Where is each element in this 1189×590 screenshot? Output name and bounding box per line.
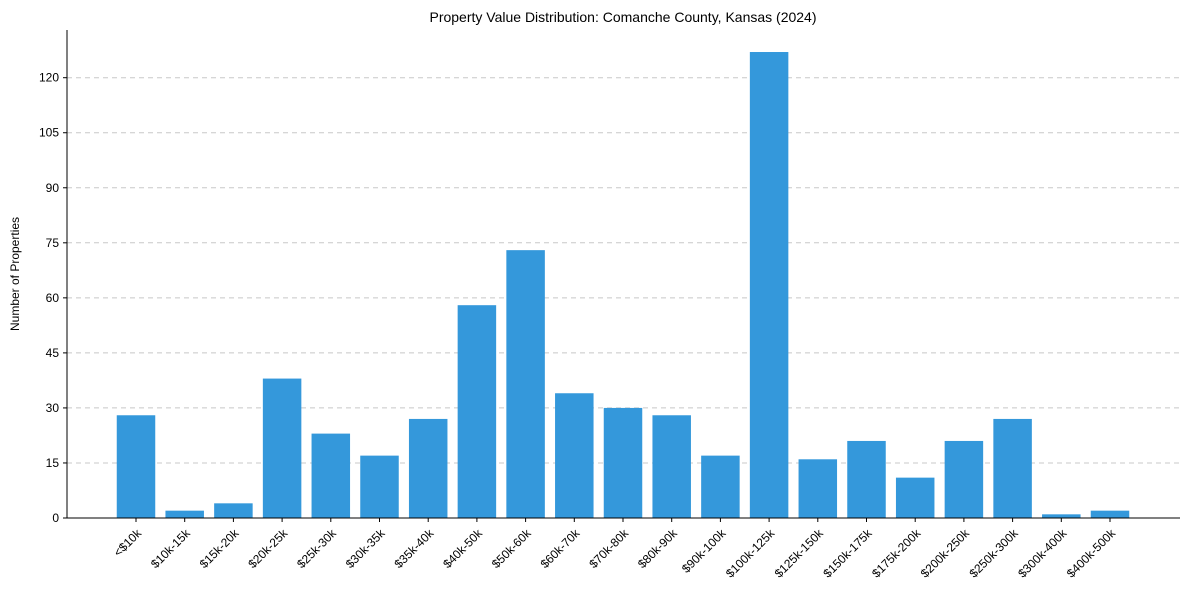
x-tick-label: $250k-300k xyxy=(966,526,1021,581)
bar xyxy=(360,455,399,518)
bar xyxy=(749,52,789,518)
x-tick-label: $175k-200k xyxy=(869,526,924,581)
y-tick-label: 105 xyxy=(39,126,59,140)
x-tick-label: $50k-60k xyxy=(489,526,535,572)
bar xyxy=(408,418,448,518)
x-tick-label: $30k-35k xyxy=(343,526,389,572)
y-ticks: 0 15 30 45 60 75 90 105 120 xyxy=(39,71,67,525)
y-tick-label: 120 xyxy=(39,71,59,85)
bar xyxy=(262,378,302,518)
x-tick-label: <$10k xyxy=(111,526,145,560)
y-axis-label: Number of Properties xyxy=(8,217,22,331)
x-tick-label: $200k-250k xyxy=(918,526,973,581)
x-tick-label: $80k-90k xyxy=(635,526,681,572)
bar xyxy=(993,418,1032,518)
y-tick-label: 0 xyxy=(52,511,59,525)
bar xyxy=(506,250,545,518)
bar xyxy=(944,440,984,518)
bar xyxy=(798,459,838,518)
bar xyxy=(603,407,643,518)
bar xyxy=(1042,514,1081,518)
bar xyxy=(116,415,156,518)
bar xyxy=(214,503,253,518)
bar xyxy=(701,455,740,518)
x-tick-label: $90k-100k xyxy=(679,526,729,576)
x-tick-label: $10k-15k xyxy=(148,526,194,572)
y-tick-label: 30 xyxy=(46,401,60,415)
bar xyxy=(555,393,594,518)
bar xyxy=(847,440,886,518)
y-tick-label: 75 xyxy=(46,236,60,250)
x-tick-label: $150k-175k xyxy=(820,526,875,581)
x-tick-label: $400k-500k xyxy=(1064,526,1119,581)
x-tick-label: $35k-40k xyxy=(392,526,438,572)
bar xyxy=(1090,510,1130,518)
y-tick-label: 90 xyxy=(46,181,60,195)
bar xyxy=(895,477,935,518)
x-ticks: <$10k $10k-15k $15k-20k $20k-25k $25k-30k $30… xyxy=(111,518,1119,580)
y-tick-label: 15 xyxy=(46,456,60,470)
gridlines xyxy=(67,77,1180,464)
x-tick-label: $125k-150k xyxy=(772,526,827,581)
bar xyxy=(165,510,204,518)
x-tick-label: $20k-25k xyxy=(245,526,291,572)
x-tick-label: $60k-70k xyxy=(538,526,584,572)
x-tick-label: $100k-125k xyxy=(723,526,778,581)
x-tick-label: $40k-50k xyxy=(440,526,486,572)
x-tick-label: $15k-20k xyxy=(197,526,243,572)
bar xyxy=(457,305,497,518)
y-tick-label: 45 xyxy=(46,346,60,360)
chart-title: Property Value Distribution: Comanche Co… xyxy=(429,9,816,25)
x-tick-label: $70k-80k xyxy=(586,526,632,572)
y-tick-label: 60 xyxy=(46,291,60,305)
bar xyxy=(652,415,691,518)
x-tick-label: $300k-400k xyxy=(1015,526,1070,581)
bars xyxy=(116,52,1130,518)
bar xyxy=(311,433,351,518)
x-tick-label: $25k-30k xyxy=(294,526,340,572)
